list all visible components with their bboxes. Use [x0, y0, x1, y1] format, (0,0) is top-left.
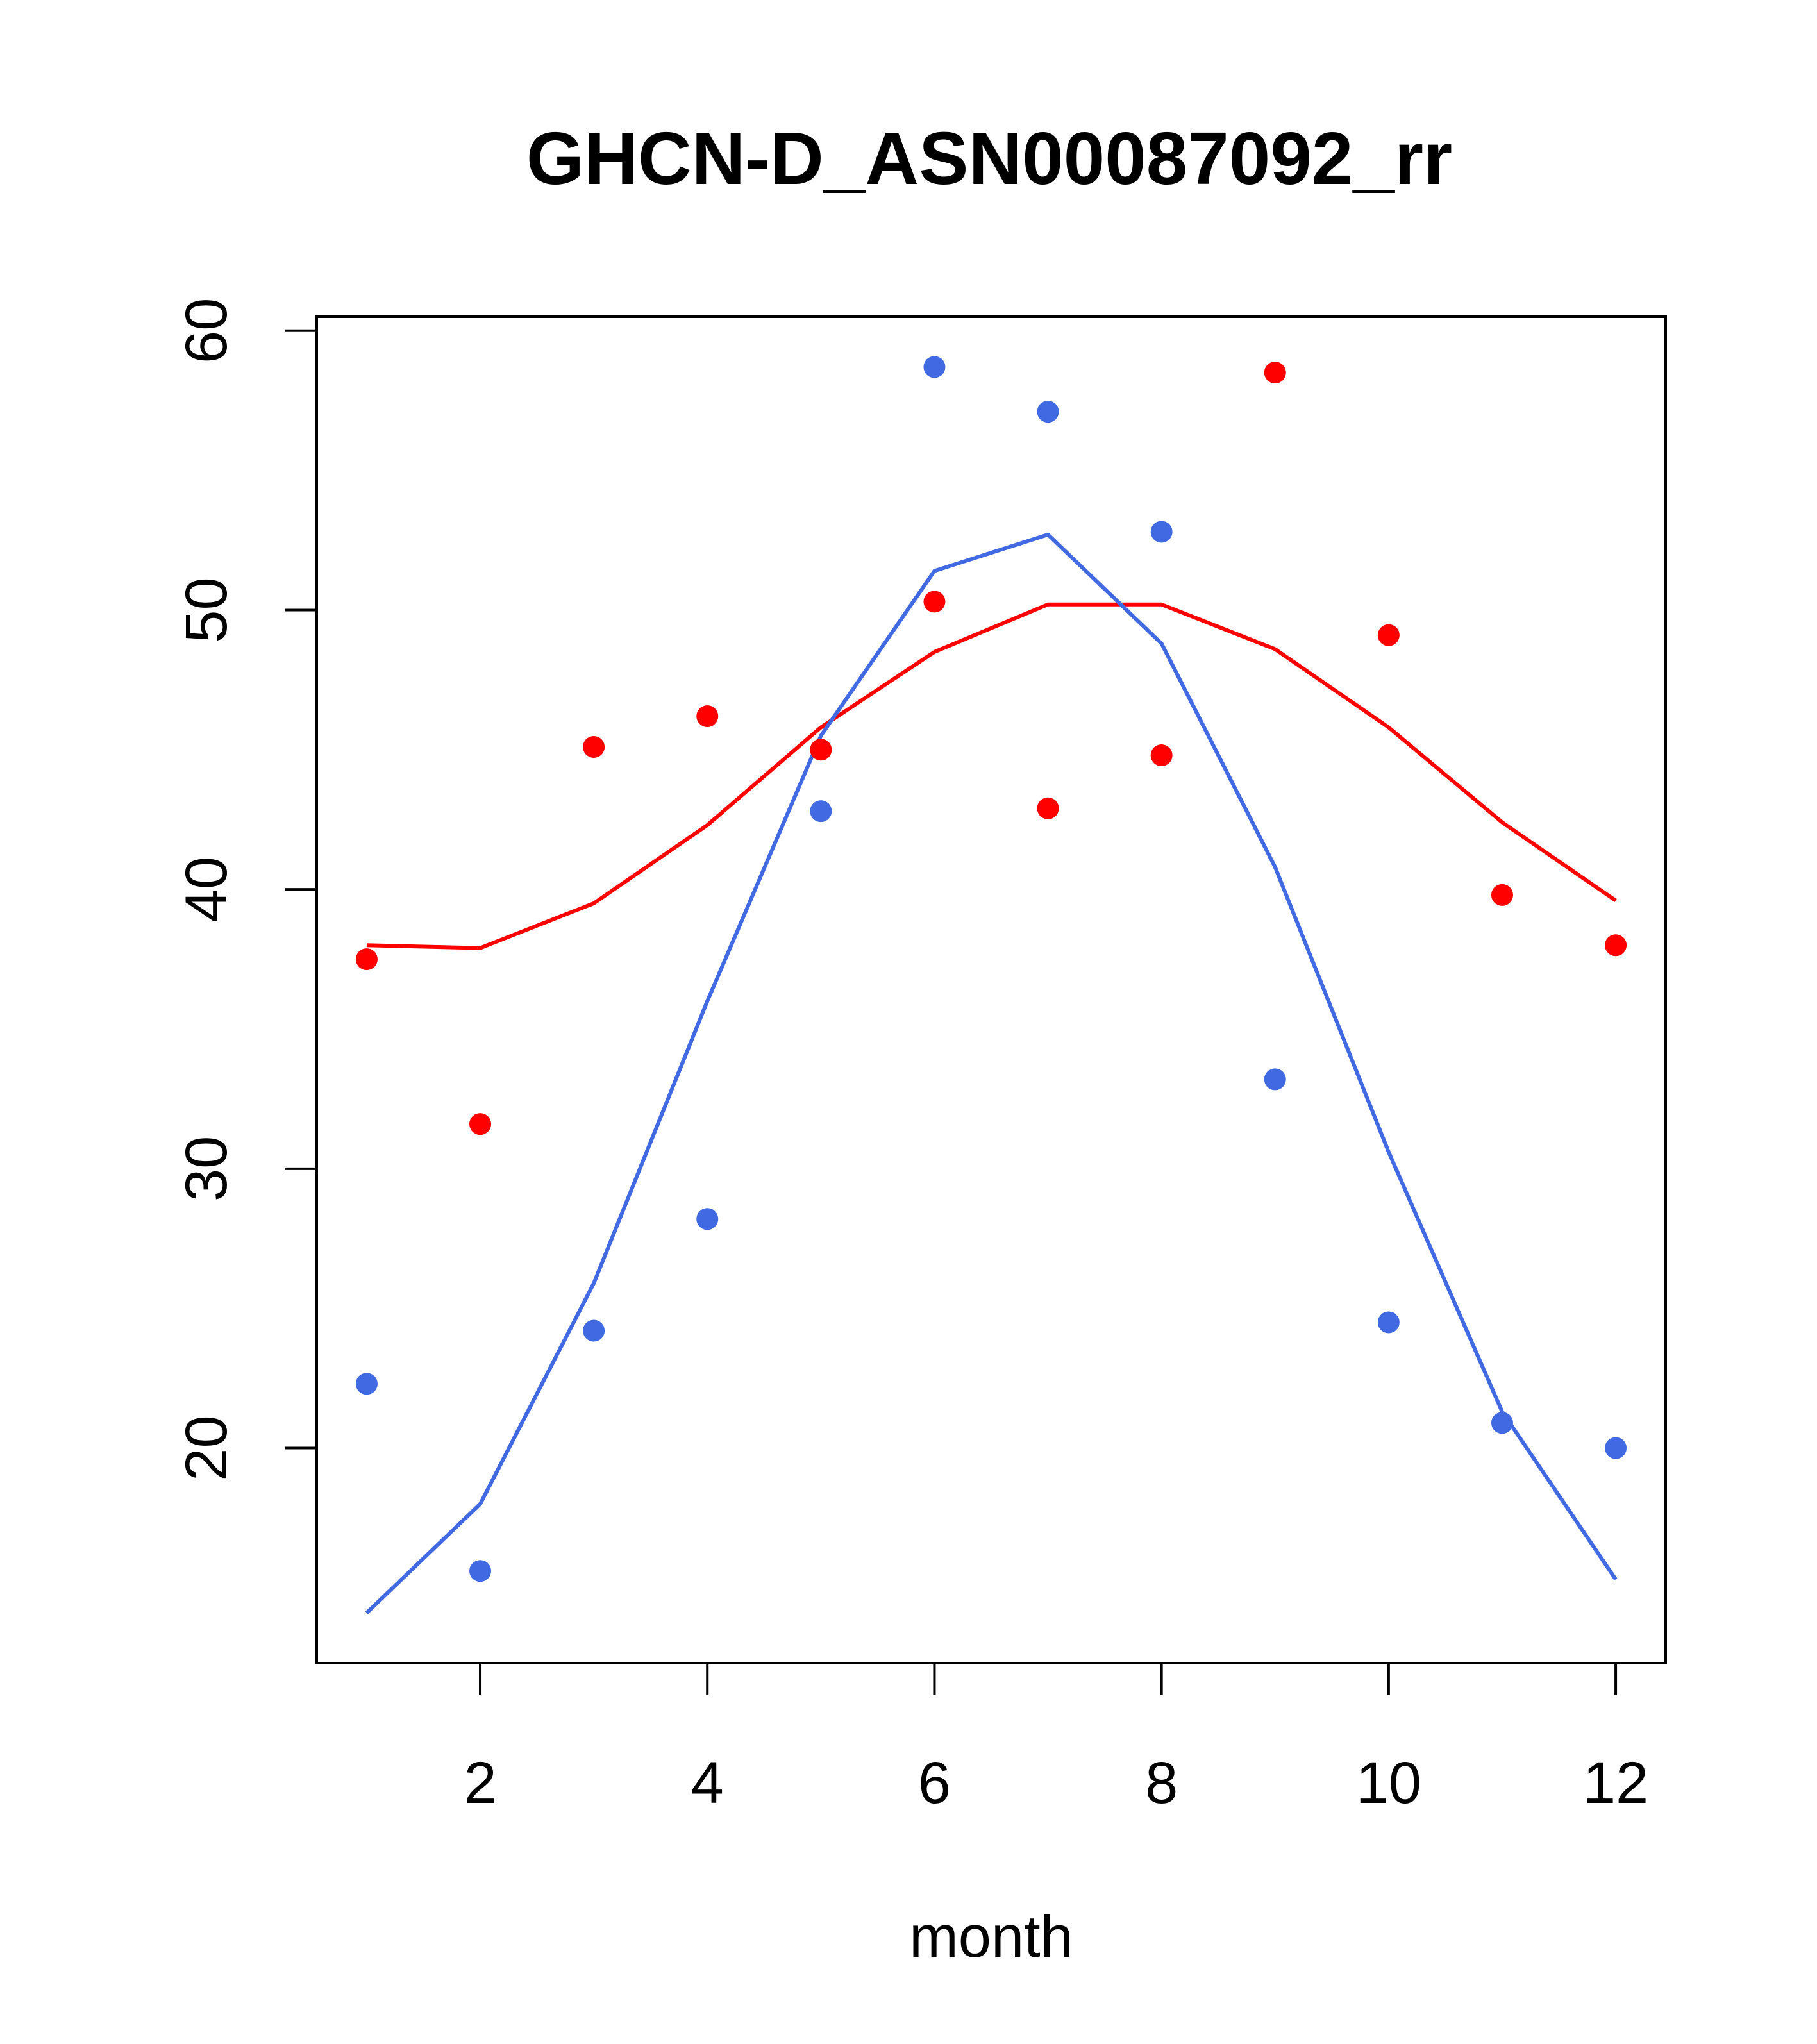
chart-title: GHCN-D_ASN00087092_rr: [526, 117, 1452, 200]
blue-point: [923, 356, 946, 378]
x-tick-label: 6: [918, 1750, 951, 1816]
blue-curve-line: [365, 532, 1618, 1614]
blue-point: [1605, 1437, 1627, 1459]
red-point: [1377, 624, 1400, 646]
blue-point: [810, 800, 832, 823]
y-tick-label: 30: [174, 1136, 239, 1202]
blue-point: [1491, 1412, 1513, 1434]
y-tick-label: 40: [174, 857, 239, 922]
blue-point: [355, 1373, 378, 1395]
red-point: [1605, 934, 1627, 957]
blue-point: [1264, 1068, 1286, 1091]
y-tick-label: 20: [174, 1415, 239, 1480]
series-layer: [355, 356, 1627, 1614]
x-tick-label: 12: [1583, 1750, 1648, 1816]
y-axis: 20 30 40 50 60: [174, 298, 318, 1481]
red-curve-line: [366, 602, 1617, 950]
red-point: [1491, 884, 1513, 906]
x-axis: 2 4 6 8 10 12: [464, 1662, 1648, 1816]
blue-point: [696, 1208, 719, 1230]
x-tick-label: 8: [1145, 1750, 1178, 1816]
red-point: [1037, 797, 1059, 819]
red-point: [810, 739, 832, 761]
y-tick-label: 60: [174, 298, 239, 364]
x-tick-label: 2: [464, 1750, 496, 1816]
y-tick-label: 50: [174, 577, 239, 642]
red-point: [923, 591, 946, 613]
blue-point: [583, 1319, 605, 1342]
red-point: [1150, 744, 1173, 767]
x-tick-label: 4: [691, 1750, 724, 1816]
blue-point: [1150, 521, 1173, 543]
x-tick-label: 10: [1356, 1750, 1421, 1816]
blue-point: [1377, 1311, 1400, 1334]
blue-point: [469, 1560, 492, 1582]
red-point: [696, 705, 719, 728]
red-point: [469, 1113, 492, 1135]
red-point: [1264, 362, 1286, 384]
red-point: [583, 735, 605, 758]
red-point: [355, 948, 378, 971]
x-axis-label: month: [909, 1904, 1073, 1970]
blue-point: [1037, 401, 1059, 423]
